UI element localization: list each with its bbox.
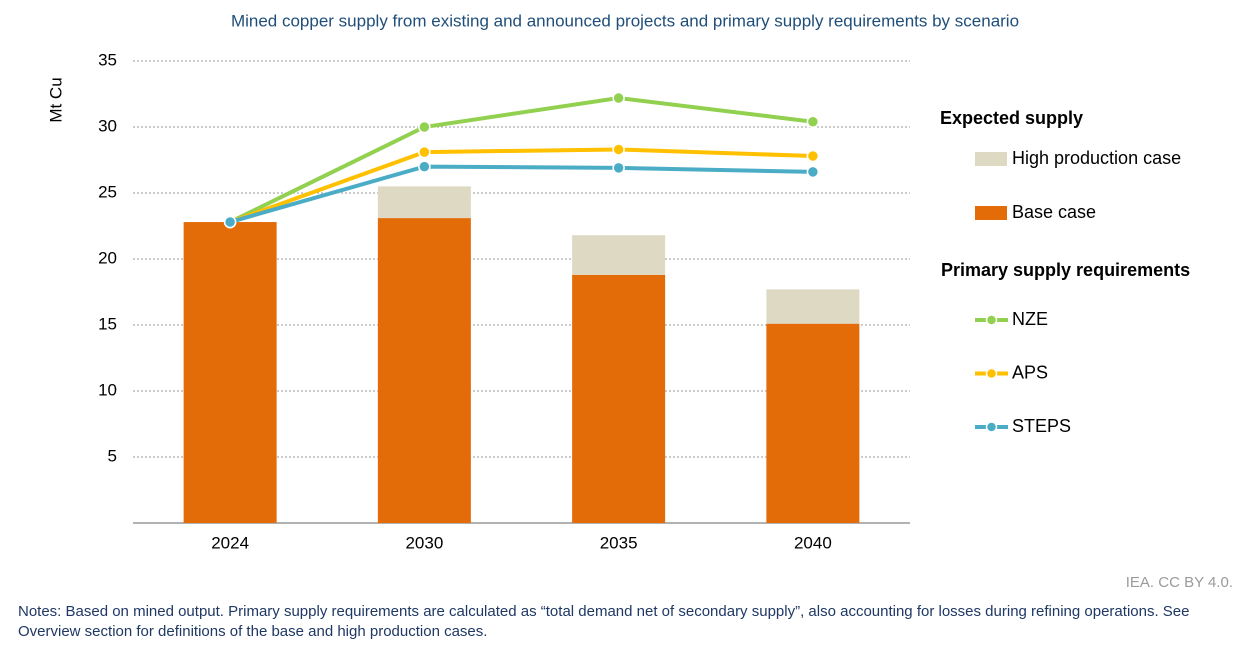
marker — [806, 165, 820, 179]
bar — [766, 323, 860, 523]
bar — [377, 218, 471, 523]
x-tick-label: 2030 — [405, 533, 443, 552]
legend-label: STEPS — [1012, 416, 1071, 436]
marker — [612, 91, 625, 105]
legend-swatch — [985, 367, 998, 380]
legend-swatch — [975, 152, 1007, 166]
line — [229, 147, 813, 224]
bar — [572, 274, 666, 523]
source: IEA. CC BY 4.0. — [1126, 574, 1233, 591]
note: Notes: Based on mined output. Primary su… — [18, 603, 1190, 640]
line — [229, 164, 813, 224]
y-tick-label: 10 — [98, 380, 117, 399]
x-tick-label: 2024 — [211, 533, 249, 552]
legend-label: High production case — [1012, 148, 1181, 168]
marker — [806, 115, 820, 128]
y-tick-label: 30 — [98, 116, 117, 135]
chart: Mined copper supply from existing and an… — [46, 11, 1233, 591]
marker — [806, 149, 820, 163]
marker — [418, 160, 431, 173]
legend-title: Primary supply requirements — [941, 260, 1190, 280]
line — [229, 95, 814, 224]
y-tick-label: 5 — [108, 446, 117, 465]
bar — [572, 235, 666, 275]
marker — [418, 120, 431, 134]
y-tick-label: 20 — [98, 248, 117, 267]
bar — [766, 289, 860, 324]
bar — [183, 222, 277, 524]
marker — [223, 215, 237, 229]
y-tick-label: 35 — [98, 50, 117, 69]
y-tick-label: 15 — [98, 314, 117, 333]
marker — [418, 145, 431, 159]
legend-swatch — [975, 206, 1007, 220]
y-axis-label: Mt Cu — [46, 77, 65, 122]
legend-swatch — [985, 421, 998, 433]
legend-label: NZE — [1012, 309, 1048, 329]
marker — [612, 161, 625, 175]
chart-title: Mined copper supply from existing and an… — [231, 11, 1019, 30]
x-tick-label: 2035 — [600, 533, 638, 552]
legend-label: Base case — [1012, 202, 1096, 222]
marker — [612, 143, 625, 156]
legend-title: Expected supply — [940, 108, 1083, 128]
x-tick-label: 2040 — [794, 533, 832, 552]
legend-swatch — [985, 314, 998, 326]
legend-label: APS — [1012, 362, 1048, 382]
bar — [377, 186, 471, 219]
y-tick-label: 25 — [98, 182, 117, 201]
